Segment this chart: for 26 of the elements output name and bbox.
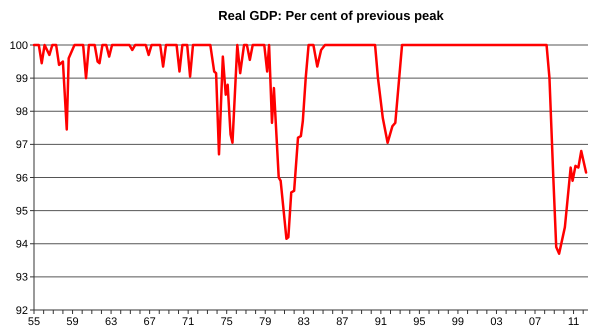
- x-tick-label: 67: [143, 316, 156, 328]
- x-tick-label: 03: [490, 316, 503, 328]
- chart-title: Real GDP: Per cent of previous peak: [218, 8, 444, 23]
- y-tick-label: 99: [16, 72, 28, 85]
- x-tick-label: 75: [220, 316, 233, 328]
- x-tick-label: 59: [66, 316, 79, 328]
- y-tick-label: 95: [16, 205, 28, 218]
- x-tick-label: 11: [568, 316, 580, 328]
- x-tick-label: 91: [374, 316, 387, 328]
- x-tick-label: 55: [28, 316, 40, 328]
- x-tick-label: 87: [336, 316, 348, 328]
- x-tick-label: 95: [413, 316, 426, 328]
- x-tick-label: 71: [182, 316, 194, 328]
- y-tick-label: 92: [16, 304, 28, 317]
- x-tick-label: 83: [298, 316, 310, 328]
- x-tick-label: 63: [104, 316, 118, 328]
- y-tick-label: 98: [16, 106, 28, 118]
- x-tick-label: 79: [259, 316, 272, 328]
- y-tick-label: 97: [16, 139, 28, 152]
- x-tick-label: 99: [452, 316, 464, 328]
- y-tick-label: 94: [16, 238, 28, 251]
- y-tick-label: 93: [16, 272, 28, 284]
- line-series: [32, 44, 588, 255]
- x-tick-label: 07: [528, 316, 542, 328]
- y-tick-label: 96: [16, 172, 28, 184]
- y-tick-label: 100: [10, 40, 28, 52]
